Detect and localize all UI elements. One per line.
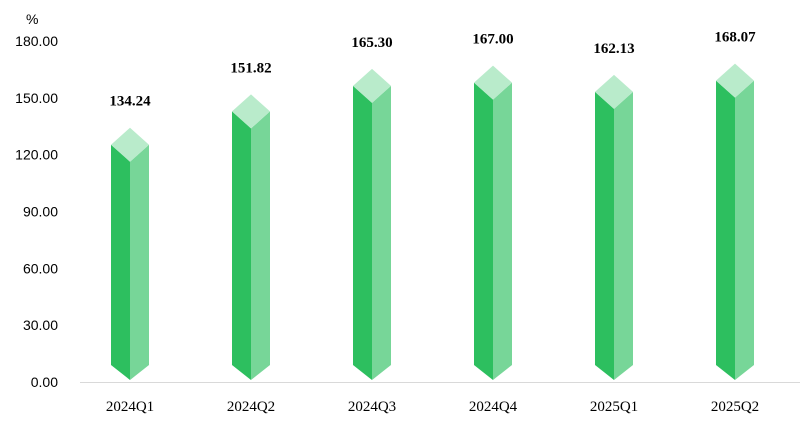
y-tick-label: 60.00 [23, 260, 58, 276]
bar-face-right [735, 80, 754, 381]
y-tick-label: 30.00 [23, 317, 58, 333]
x-tick-label: 2025Q1 [590, 399, 638, 415]
bar-face-left [595, 91, 614, 380]
bar-face-left [474, 82, 493, 380]
data-label: 165.30 [351, 35, 392, 51]
bar-top-cap [595, 74, 633, 109]
bar [353, 68, 391, 381]
y-tick-label: 180.00 [15, 33, 58, 49]
data-label: 134.24 [109, 94, 151, 110]
bar-face-left [353, 85, 372, 381]
y-tick-label: 150.00 [15, 90, 58, 106]
bar [595, 74, 633, 380]
bar [716, 63, 754, 381]
y-tick-label: 120.00 [15, 147, 58, 163]
data-label: 162.13 [593, 41, 634, 57]
bar-series [111, 63, 754, 381]
y-tick-label: 90.00 [23, 204, 58, 220]
bar-top-cap [474, 65, 512, 100]
bar-face-right [493, 82, 512, 380]
bar-face-left [232, 111, 251, 381]
data-label: 167.00 [472, 32, 513, 48]
bar-face-right [251, 111, 270, 381]
bar-face-right [130, 144, 149, 380]
data-labels: 134.24 151.82 165.30 167.00 162.13 168.07 [109, 30, 756, 110]
bar-top-cap [716, 63, 754, 98]
x-axis-labels: 2024Q1 2024Q2 2024Q3 2024Q4 2025Q1 2025Q2 [106, 399, 759, 415]
x-tick-label: 2024Q1 [106, 399, 154, 415]
bar-face-left [111, 144, 130, 380]
x-tick-label: 2024Q2 [227, 399, 275, 415]
bar-face-left [716, 80, 735, 381]
x-tick-label: 2024Q3 [348, 399, 396, 415]
bar [111, 127, 149, 380]
data-label: 151.82 [230, 60, 271, 76]
y-axis-ticks: 0.00 30.00 60.00 90.00 120.00 150.00 180.00 [15, 33, 58, 390]
bar-top-cap [232, 94, 270, 129]
y-axis-unit-label: % [26, 11, 38, 27]
data-label: 168.07 [714, 30, 756, 46]
x-tick-label: 2024Q4 [469, 399, 518, 415]
bar-face-right [372, 85, 391, 381]
x-tick-label: 2025Q2 [711, 399, 759, 415]
bar-top-cap [353, 68, 391, 103]
bar-face-right [614, 91, 633, 380]
bar [474, 65, 512, 380]
y-tick-label: 0.00 [31, 374, 58, 390]
bar [232, 94, 270, 381]
bar-top-cap [111, 127, 149, 162]
